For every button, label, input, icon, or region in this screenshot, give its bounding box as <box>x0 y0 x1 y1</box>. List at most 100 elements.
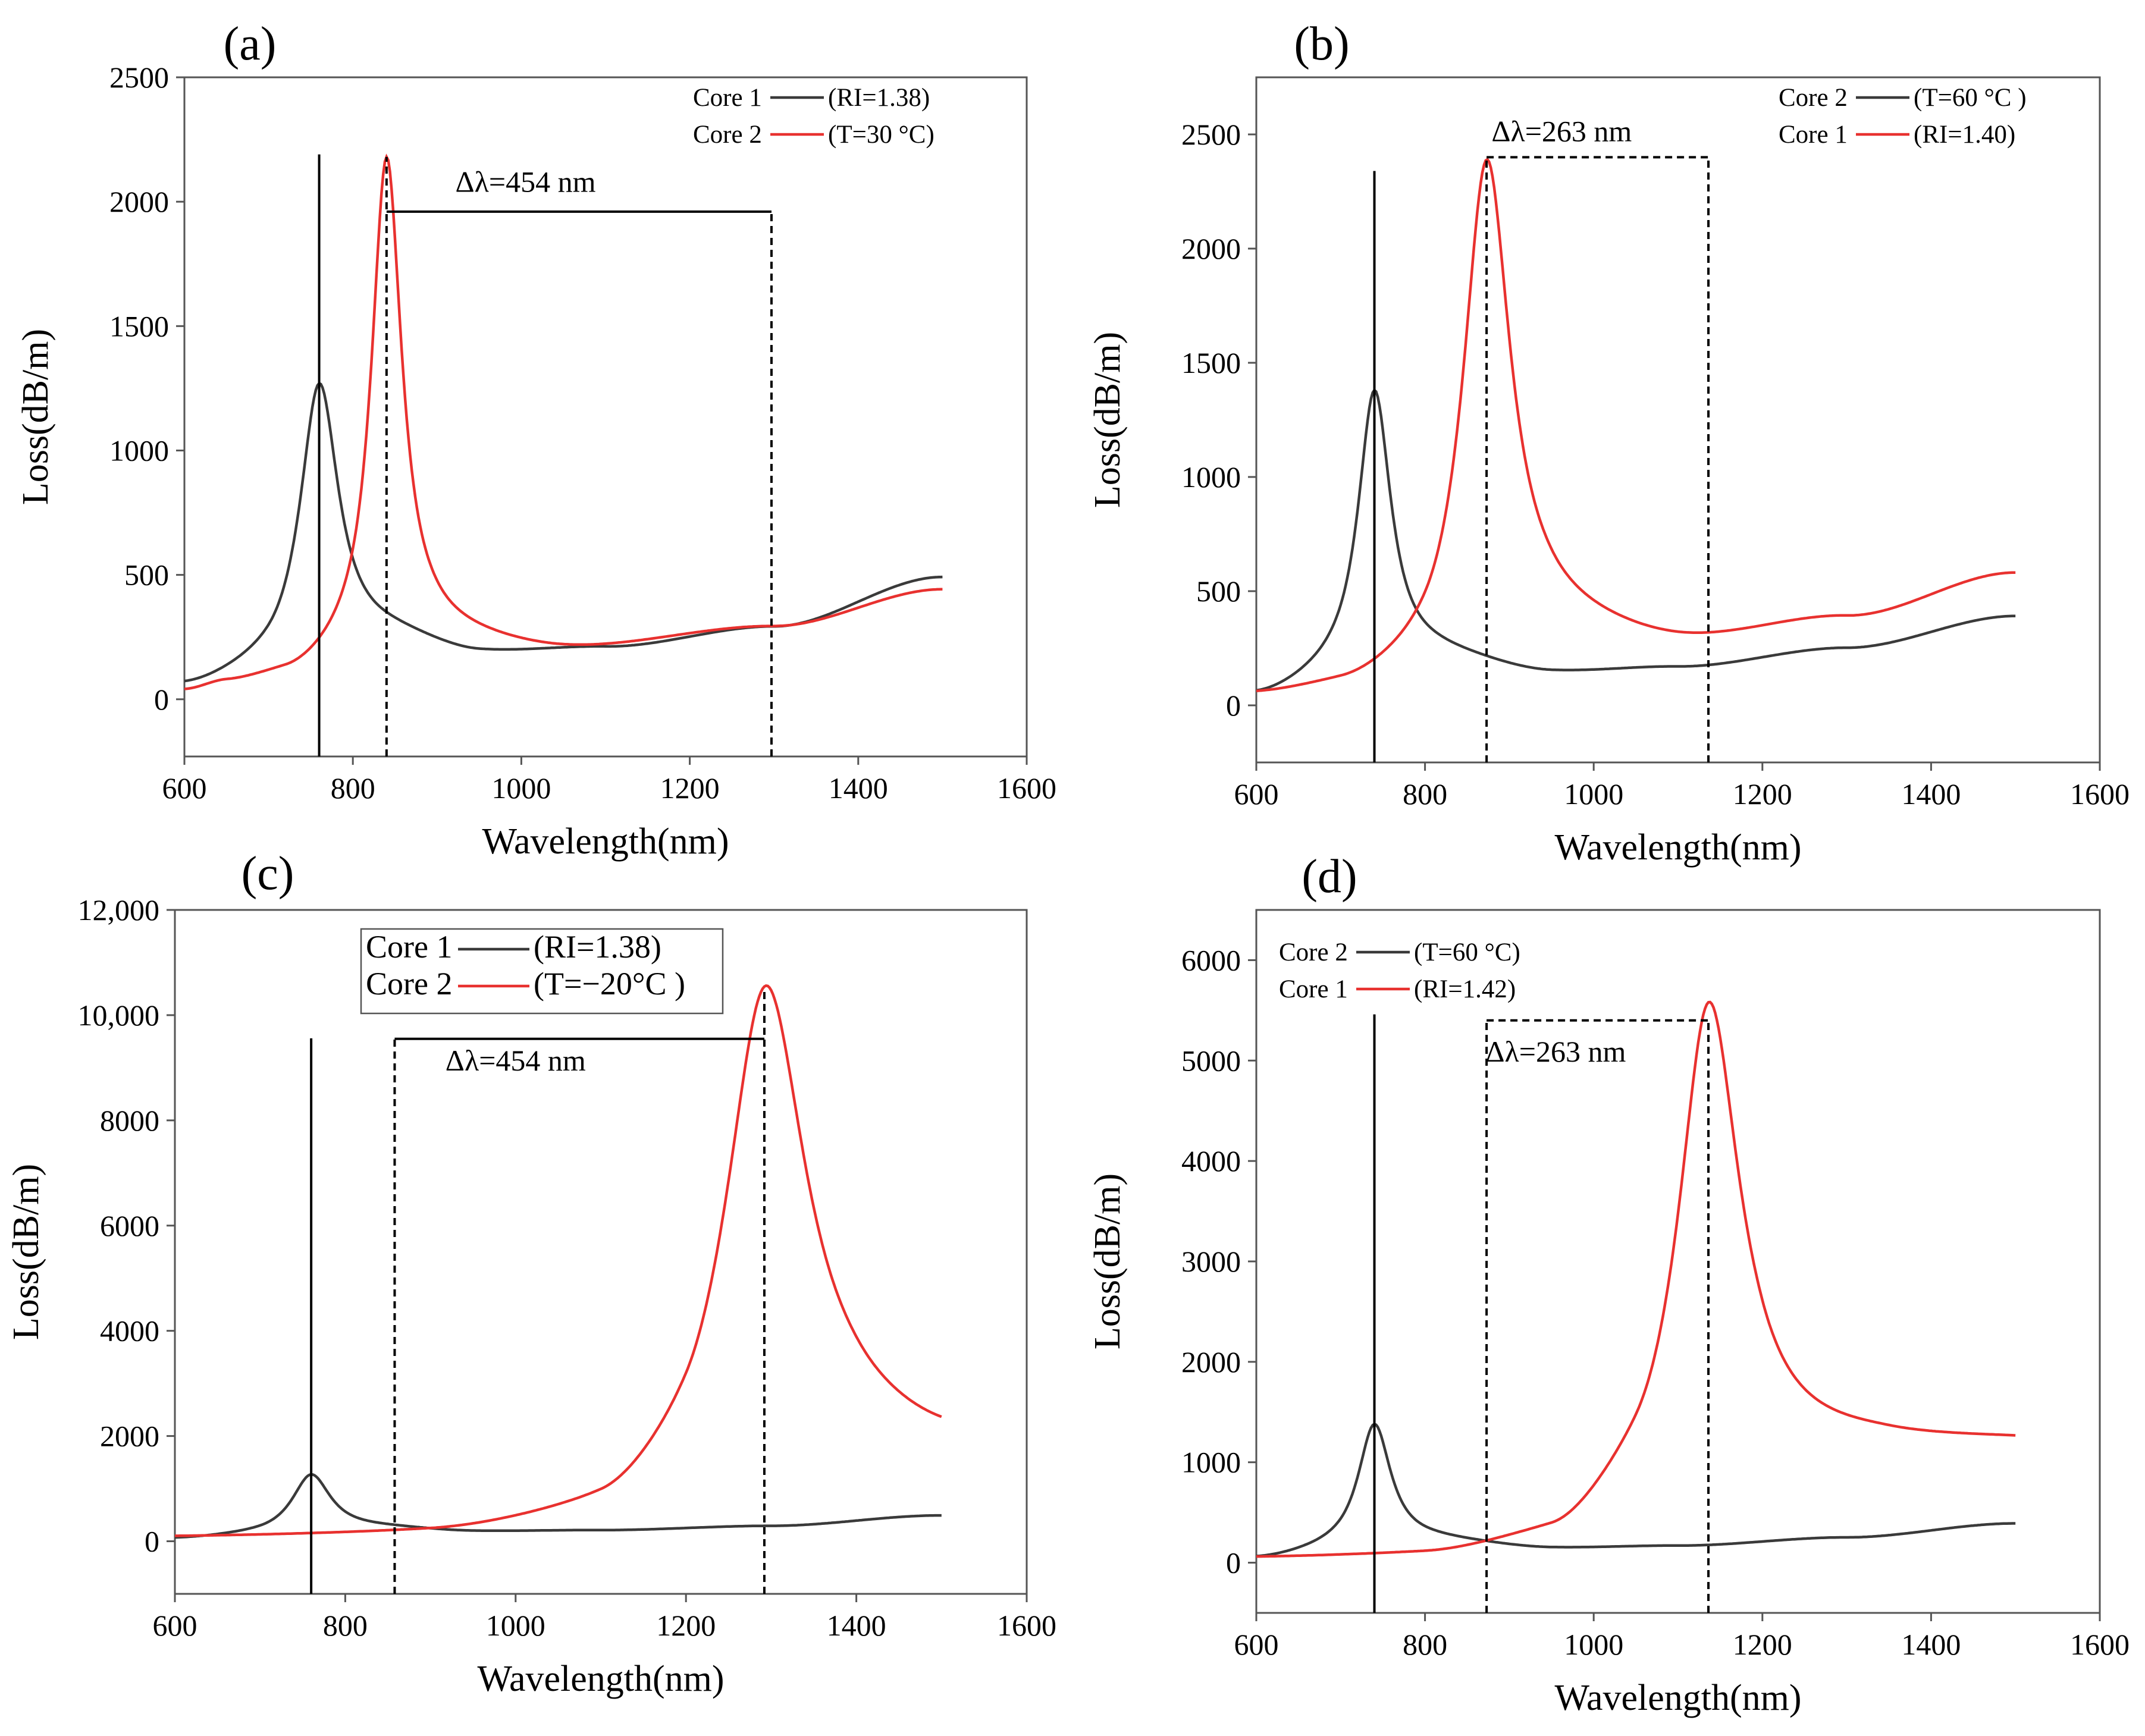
y-axis-title: Loss(dB/m) <box>1087 1173 1128 1349</box>
y-tick-label: 500 <box>124 558 169 592</box>
legend-core-label: Core 1 <box>366 929 452 965</box>
legend-condition-label: (T=30 °C) <box>828 121 934 149</box>
y-tick-label: 10,000 <box>78 999 160 1032</box>
series-line-2 <box>1256 158 2016 692</box>
legend: Core 2 (T=60 °C) Core 1 (RI=1.42) <box>1279 938 1520 1003</box>
x-tick-label: 1400 <box>829 771 888 805</box>
legend-core-label: Core 2 <box>366 966 452 1002</box>
x-tick-label: 800 <box>323 1609 368 1642</box>
x-axis-title: Wavelength(nm) <box>1554 1678 1801 1718</box>
x-tick-label: 1600 <box>997 771 1056 805</box>
legend-core-label: Core 2 <box>693 121 762 149</box>
x-tick-label: 1600 <box>2070 1628 2130 1661</box>
y-tick-label: 2000 <box>1181 232 1241 265</box>
x-tick-label: 600 <box>1234 1628 1279 1661</box>
legend-core-label: Core 1 <box>1779 121 1848 149</box>
series-line-1 <box>184 381 943 683</box>
x-tick-label: 1400 <box>827 1609 886 1642</box>
y-tick-label: 2000 <box>109 185 169 218</box>
legend: Core 2 (T=60 °C ) Core 1 (RI=1.40) <box>1779 84 2027 149</box>
y-tick-label: 500 <box>1196 575 1241 608</box>
x-tick-label: 1200 <box>1733 1628 1792 1661</box>
panel-label: (b) <box>1294 18 1349 70</box>
delta-lambda-label: Δλ=263 nm <box>1485 1035 1626 1068</box>
legend: Core 1 (RI=1.38) Core 2 (T=−20°C ) <box>360 928 724 1015</box>
panel-b: (b) 600 800 1000 1200 1400 1600 0 500 1000 1500 200… <box>1087 18 2130 868</box>
legend-condition-label: (T=60 °C) <box>1414 938 1520 966</box>
x-tick-label: 1400 <box>1901 1628 1961 1661</box>
series-line-1 <box>175 1473 942 1539</box>
x-tick-label: 1200 <box>1733 777 1792 811</box>
x-tick-label: 1000 <box>491 771 551 805</box>
y-tick-label: 0 <box>145 1525 159 1558</box>
x-axis-title: Wavelength(nm) <box>1554 827 1801 868</box>
x-tick-label: 600 <box>1234 777 1279 811</box>
panel-label: (c) <box>242 847 294 900</box>
y-tick-label: 4000 <box>100 1314 159 1348</box>
y-tick-label: 6000 <box>1181 943 1241 977</box>
series-line-2 <box>175 984 942 1537</box>
legend-condition-label: (T=60 °C ) <box>1914 84 2027 112</box>
y-tick-label: 12,000 <box>78 893 160 927</box>
legend-core-label: Core 1 <box>693 84 762 112</box>
y-tick-label: 0 <box>1226 689 1241 722</box>
delta-lambda-label: Δλ=263 nm <box>1491 115 1632 148</box>
x-tick-label: 1400 <box>1901 777 1961 811</box>
series-line-2 <box>1256 1000 2016 1558</box>
y-tick-label: 6000 <box>100 1209 159 1242</box>
legend-condition-label: (T=−20°C ) <box>534 966 685 1002</box>
series-line-1 <box>1256 1422 2016 1558</box>
panel-d: (d) 600 800 1000 1200 1400 1600 0 1000 2000 3000 40… <box>1087 850 2130 1718</box>
y-tick-label: 0 <box>1226 1546 1241 1580</box>
x-tick-label: 600 <box>162 771 207 805</box>
legend-condition-label: (RI=1.38) <box>828 84 930 112</box>
y-tick-label: 1000 <box>109 434 169 467</box>
panels: (a) 600 800 1000 1200 1400 1600 0 500 1000 1500 200… <box>6 18 2130 1718</box>
y-tick-label: 3000 <box>1181 1245 1241 1278</box>
y-tick-label: 2000 <box>1181 1345 1241 1379</box>
x-tick-label: 800 <box>1403 1628 1447 1661</box>
series-line-1 <box>1256 388 2016 692</box>
panel-c: (c) 600 800 1000 1200 1400 1600 0 2000 4000 6000 80… <box>6 847 1056 1699</box>
x-tick-label: 800 <box>331 771 375 805</box>
plot-frame <box>183 76 1028 758</box>
legend-core-label: Core 1 <box>1279 975 1348 1003</box>
y-tick-label: 2000 <box>100 1420 159 1453</box>
x-tick-label: 1000 <box>486 1609 545 1642</box>
panel-label: (d) <box>1302 850 1357 903</box>
x-axis-title: Wavelength(nm) <box>477 1659 724 1699</box>
legend-box <box>360 928 724 1015</box>
x-tick-label: 1200 <box>656 1609 716 1642</box>
x-tick-label: 1600 <box>997 1609 1056 1642</box>
y-tick-label: 1000 <box>1181 1446 1241 1479</box>
y-tick-label: 8000 <box>100 1104 159 1137</box>
y-axis-title: Loss(dB/m) <box>1087 332 1128 508</box>
x-axis-title: Wavelength(nm) <box>482 821 729 862</box>
y-tick-label: 1500 <box>109 309 169 343</box>
y-tick-label: 2500 <box>1181 118 1241 151</box>
x-tick-label: 800 <box>1403 777 1447 811</box>
plot-frame <box>174 909 1028 1595</box>
delta-lambda-label: Δλ=454 nm <box>455 165 595 198</box>
y-tick-label: 1000 <box>1181 460 1241 494</box>
y-tick-label: 4000 <box>1181 1144 1241 1178</box>
legend-core-label: Core 2 <box>1279 938 1348 966</box>
panel-label: (a) <box>224 18 277 70</box>
legend-condition-label: (RI=1.40) <box>1914 121 2015 149</box>
x-tick-label: 1600 <box>2070 777 2130 811</box>
x-tick-label: 600 <box>153 1609 197 1642</box>
plot-frame <box>1255 76 2101 764</box>
y-tick-label: 0 <box>154 683 169 716</box>
y-axis-title: Loss(dB/m) <box>15 329 56 505</box>
x-tick-label: 1000 <box>1564 1628 1623 1661</box>
x-tick-label: 1200 <box>660 771 720 805</box>
y-tick-label: 5000 <box>1181 1044 1241 1077</box>
legend: Core 1 (RI=1.38) Core 2 (T=30 °C) <box>693 84 934 149</box>
y-tick-label: 1500 <box>1181 346 1241 379</box>
legend-core-label: Core 2 <box>1779 84 1848 112</box>
delta-lambda-label: Δλ=454 nm <box>446 1044 586 1077</box>
panel-a: (a) 600 800 1000 1200 1400 1600 0 500 1000 1500 200… <box>15 18 1056 862</box>
series-line-2 <box>184 153 943 690</box>
